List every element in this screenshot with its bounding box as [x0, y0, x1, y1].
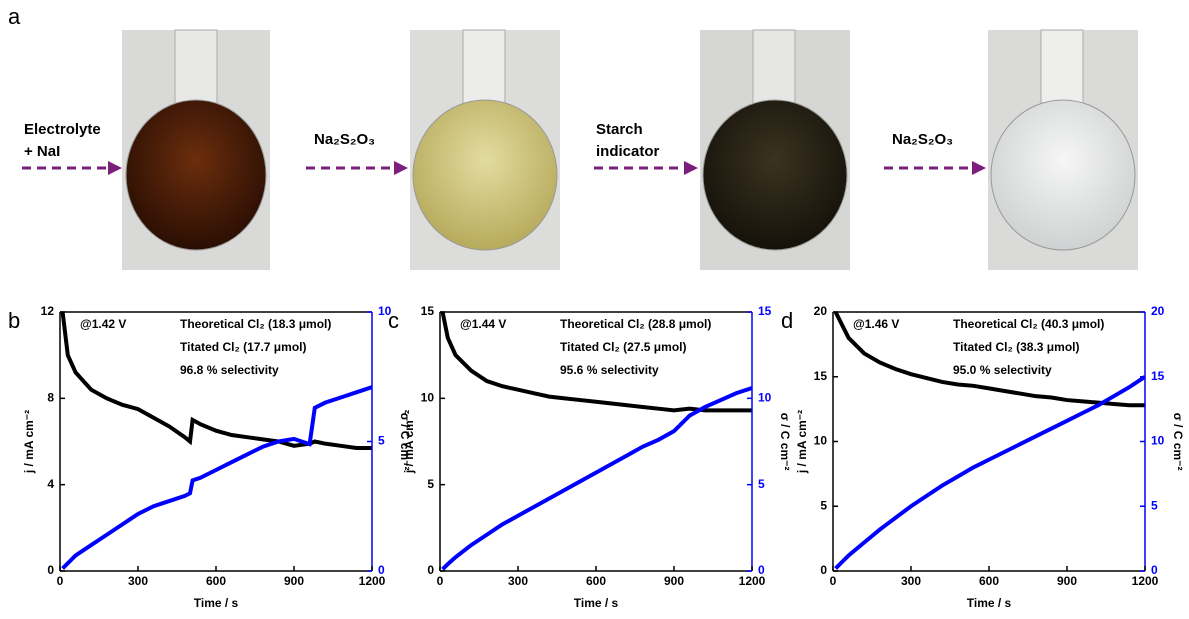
photo-1 — [122, 30, 270, 270]
annotation: Titated Cl₂ (38.3 μmol) — [953, 340, 1079, 354]
annotation: @1.42 V — [80, 317, 126, 331]
x-axis-title: Time / s — [194, 596, 239, 610]
step-label: indicator — [596, 143, 660, 160]
y-tick-label: 0 — [820, 563, 827, 577]
y2-tick-label: 15 — [1151, 369, 1165, 383]
y-tick-label: 20 — [814, 304, 828, 318]
y-tick-label: 5 — [820, 498, 827, 512]
photo-3 — [700, 30, 850, 270]
y-tick-label: 8 — [47, 391, 54, 405]
y2-axis-title: σ / C cm⁻² — [1171, 413, 1185, 471]
y-axis-title: j / mA cm⁻² — [795, 410, 809, 474]
arrow-head — [972, 161, 986, 175]
annotation: Titated Cl₂ (27.5 μmol) — [560, 340, 686, 354]
panel-label: d — [781, 308, 793, 333]
x-tick-label: 300 — [508, 574, 528, 588]
x-axis-title: Time / s — [967, 596, 1012, 610]
series-line — [63, 312, 372, 448]
annotation: Titated Cl₂ (17.7 μmol) — [180, 340, 306, 354]
step-label: + NaI — [24, 143, 60, 160]
y2-tick-label: 5 — [378, 434, 385, 448]
y2-tick-label: 5 — [1151, 498, 1158, 512]
panel-label: b — [8, 308, 20, 333]
annotation: Theoretical Cl₂ (28.8 μmol) — [560, 317, 711, 331]
y-tick-label: 12 — [41, 304, 55, 318]
series-line — [63, 387, 372, 568]
panel-label: a — [8, 4, 21, 29]
x-tick-label: 600 — [206, 574, 226, 588]
arrow-head — [108, 161, 122, 175]
arrow-head — [684, 161, 698, 175]
step-label: Na₂S₂O₃ — [314, 131, 375, 148]
step-label: Na₂S₂O₃ — [892, 131, 953, 148]
y2-tick-label: 20 — [1151, 304, 1165, 318]
arrow-head — [394, 161, 408, 175]
step-label: Electrolyte — [24, 121, 101, 138]
annotation: Theoretical Cl₂ (40.3 μmol) — [953, 317, 1104, 331]
series-line — [836, 377, 1145, 569]
y-tick-label: 15 — [814, 369, 828, 383]
y-tick-label: 10 — [421, 391, 435, 405]
y2-tick-label: 0 — [378, 563, 385, 577]
y-tick-label: 5 — [427, 477, 434, 491]
step-label: Starch — [596, 121, 643, 138]
y-axis-title: j / mA cm⁻² — [402, 410, 416, 474]
annotation: 95.6 % selectivity — [560, 363, 659, 377]
y-tick-label: 4 — [47, 477, 54, 491]
y2-tick-label: 15 — [758, 304, 772, 318]
photo-2 — [410, 30, 560, 270]
x-tick-label: 0 — [830, 574, 837, 588]
annotation: 95.0 % selectivity — [953, 363, 1052, 377]
figure: a Electrolyte + NaI Na₂S₂O₃ Starch indicator… — [0, 0, 1189, 619]
x-tick-label: 0 — [437, 574, 444, 588]
x-tick-label: 300 — [128, 574, 148, 588]
annotation: @1.44 V — [460, 317, 506, 331]
x-tick-label: 900 — [284, 574, 304, 588]
x-tick-label: 600 — [586, 574, 606, 588]
y-tick-label: 0 — [47, 563, 54, 577]
y-axis-title: j / mA cm⁻² — [22, 410, 36, 474]
x-tick-label: 900 — [664, 574, 684, 588]
annotation: 96.8 % selectivity — [180, 363, 279, 377]
y-tick-label: 15 — [421, 304, 435, 318]
x-tick-label: 300 — [901, 574, 921, 588]
y2-tick-label: 0 — [1151, 563, 1158, 577]
photo-4 — [988, 30, 1138, 270]
y-tick-label: 10 — [814, 434, 828, 448]
x-tick-label: 600 — [979, 574, 999, 588]
annotation: @1.46 V — [853, 317, 899, 331]
annotation: Theoretical Cl₂ (18.3 μmol) — [180, 317, 331, 331]
x-axis-title: Time / s — [574, 596, 619, 610]
y2-axis-title: σ / C cm⁻² — [778, 413, 792, 471]
y2-tick-label: 5 — [758, 477, 765, 491]
y2-tick-label: 10 — [1151, 434, 1165, 448]
y-tick-label: 0 — [427, 563, 434, 577]
panel-label: c — [388, 308, 399, 333]
x-tick-label: 0 — [57, 574, 64, 588]
y2-tick-label: 10 — [758, 391, 772, 405]
y2-tick-label: 0 — [758, 563, 765, 577]
series-line — [443, 388, 752, 569]
x-tick-label: 900 — [1057, 574, 1077, 588]
